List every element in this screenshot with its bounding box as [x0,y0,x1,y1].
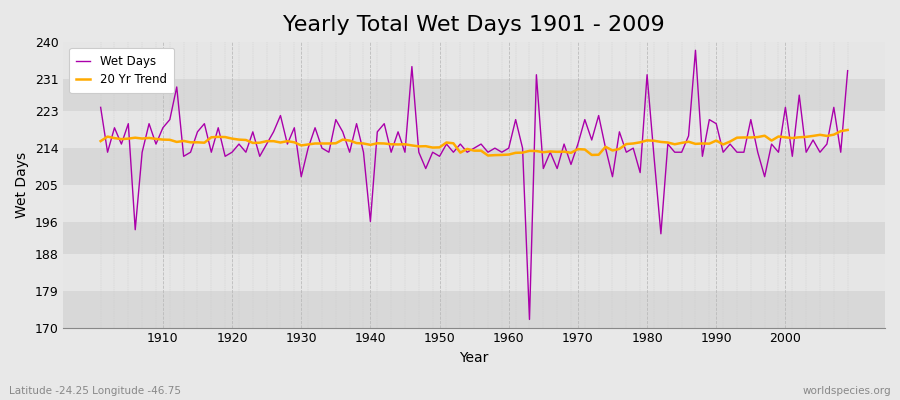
Wet Days [524,317,535,322]
20 Yr Trend [510,150,521,155]
Bar [63,185,885,222]
Wet Days [503,146,514,150]
Wet Days [593,113,604,118]
Bar [63,79,885,112]
X-axis label: Year: Year [460,351,489,365]
20 Yr Trend [302,142,313,147]
Wet Days [842,68,853,73]
Bar [63,42,885,79]
20 Yr Trend [482,153,493,158]
Wet Days [302,146,313,150]
Bar [63,148,885,185]
20 Yr Trend [593,152,604,157]
Legend: Wet Days, 20 Yr Trend: Wet Days, 20 Yr Trend [69,48,174,93]
Wet Days [150,142,161,146]
20 Yr Trend [344,138,355,143]
20 Yr Trend [95,139,106,144]
20 Yr Trend [503,152,514,157]
20 Yr Trend [842,128,853,132]
Y-axis label: Wet Days: Wet Days [15,152,29,218]
Title: Yearly Total Wet Days 1901 - 2009: Yearly Total Wet Days 1901 - 2009 [284,15,665,35]
Wet Days [497,150,508,155]
Wet Days [95,105,106,110]
Bar [63,222,885,254]
Wet Days [344,150,355,155]
Wet Days [690,48,701,53]
Text: worldspecies.org: worldspecies.org [803,386,891,396]
Bar [63,254,885,291]
Line: Wet Days: Wet Days [101,50,848,320]
Bar [63,291,885,328]
Text: Latitude -24.25 Longitude -46.75: Latitude -24.25 Longitude -46.75 [9,386,181,396]
Line: 20 Yr Trend: 20 Yr Trend [101,130,848,156]
20 Yr Trend [150,136,161,141]
Bar [63,112,885,148]
